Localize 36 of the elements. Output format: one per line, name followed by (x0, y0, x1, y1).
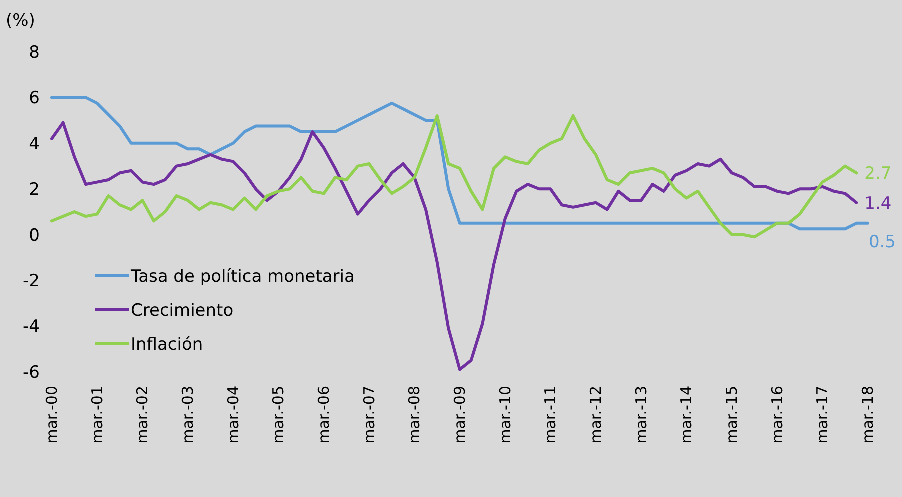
legend-label: Tasa de política monetaria (130, 266, 355, 287)
x-tick-label: mar.-00 (43, 386, 61, 444)
data-label: 2.7 (864, 164, 892, 184)
x-tick-label: mar.-12 (587, 386, 605, 444)
legend-label: Crecimiento (131, 300, 234, 321)
y-axis-title: (%) (6, 11, 36, 31)
y-tick-label: -6 (23, 362, 40, 383)
x-tick-label: mar.-04 (224, 386, 242, 444)
y-tick-label: -2 (23, 272, 40, 292)
y-tick-label: 2 (29, 180, 40, 200)
y-tick-label: 8 (29, 42, 40, 63)
y-tick-label: 4 (29, 134, 40, 154)
x-tick-label: mar.-09 (451, 386, 469, 444)
x-tick-label: mar.-16 (768, 386, 786, 444)
x-tick-label: mar.-11 (542, 386, 560, 444)
x-tick-label: mar.-03 (179, 386, 197, 444)
x-tick-label: mar.-17 (814, 386, 832, 444)
x-tick-label: mar.-05 (270, 386, 288, 444)
x-tick-label: mar.-08 (406, 386, 424, 444)
y-tick-label: -4 (23, 317, 40, 338)
y-tick-label: 6 (29, 88, 40, 109)
line-series (50, 114, 858, 239)
x-tick-label: mar.-06 (315, 386, 333, 444)
x-tick-label: mar.-15 (723, 386, 741, 444)
x-tick-label: mar.-01 (88, 386, 106, 444)
x-tick-label: mar.-13 (632, 386, 650, 444)
x-tick-label: mar.-10 (496, 386, 514, 444)
y-tick-label: 0 (29, 226, 40, 246)
x-tick-label: mar.-18 (859, 386, 877, 444)
x-tick-label: mar.-14 (678, 386, 696, 444)
x-tick-label: mar.-07 (360, 386, 378, 444)
legend-label: Inflación (131, 334, 204, 355)
x-tick-label: mar.-02 (134, 386, 152, 444)
line-series (50, 121, 858, 372)
data-label: 1.4 (864, 194, 892, 214)
data-label: 0.5 (868, 232, 896, 252)
